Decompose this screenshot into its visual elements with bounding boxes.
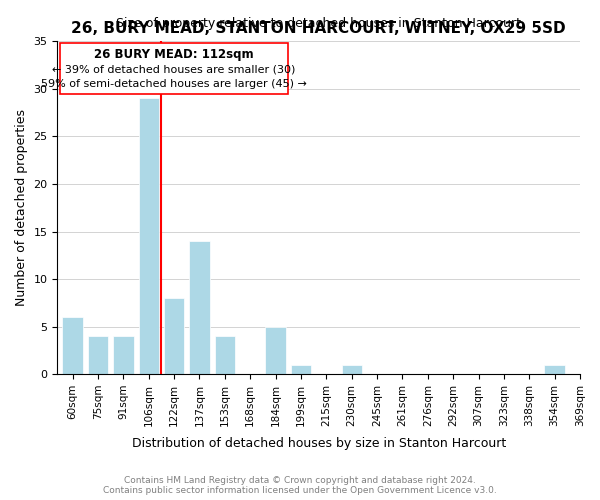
Text: 59% of semi-detached houses are larger (45) →: 59% of semi-detached houses are larger (… <box>41 80 307 90</box>
X-axis label: Distribution of detached houses by size in Stanton Harcourt: Distribution of detached houses by size … <box>131 437 506 450</box>
Bar <box>113 336 134 374</box>
Bar <box>544 364 565 374</box>
Text: ← 39% of detached houses are smaller (30): ← 39% of detached houses are smaller (30… <box>52 64 296 74</box>
Bar <box>164 298 184 374</box>
Bar <box>62 317 83 374</box>
Title: 26, BURY MEAD, STANTON HARCOURT, WITNEY, OX29 5SD: 26, BURY MEAD, STANTON HARCOURT, WITNEY,… <box>71 21 566 36</box>
Text: 26 BURY MEAD: 112sqm: 26 BURY MEAD: 112sqm <box>94 48 254 61</box>
Text: Size of property relative to detached houses in Stanton Harcourt: Size of property relative to detached ho… <box>116 17 521 30</box>
Bar <box>88 336 108 374</box>
Bar <box>291 364 311 374</box>
Bar <box>139 98 159 374</box>
Bar <box>341 364 362 374</box>
Bar <box>215 336 235 374</box>
FancyBboxPatch shape <box>60 44 288 94</box>
Bar <box>190 241 209 374</box>
Bar <box>265 326 286 374</box>
Y-axis label: Number of detached properties: Number of detached properties <box>15 110 28 306</box>
Text: Contains HM Land Registry data © Crown copyright and database right 2024.
Contai: Contains HM Land Registry data © Crown c… <box>103 476 497 495</box>
